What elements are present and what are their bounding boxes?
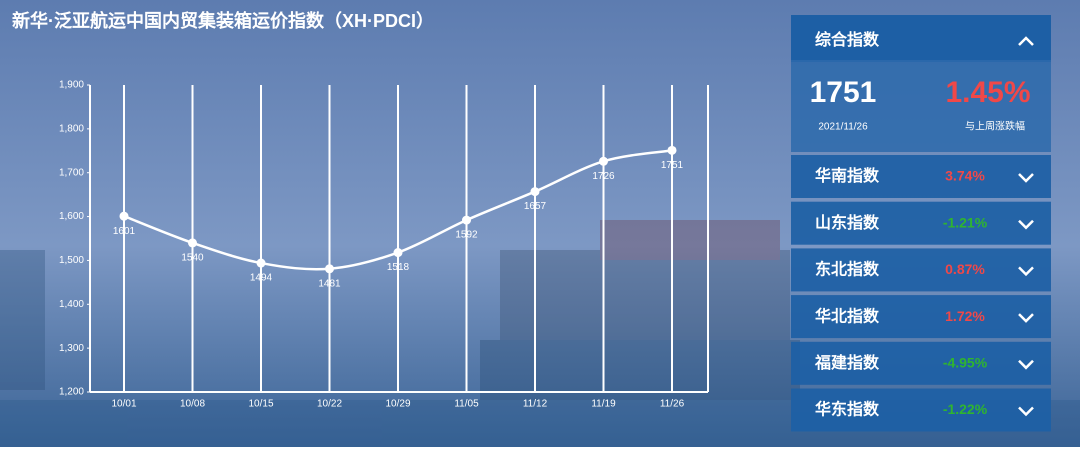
index-row[interactable] <box>791 201 1051 245</box>
index-row[interactable] <box>791 341 1051 385</box>
data-label: 1592 <box>455 230 478 241</box>
expand-icon[interactable] <box>1018 406 1034 417</box>
y-tick-label: 1,800 <box>59 123 84 134</box>
index-name: 福建指数 <box>814 353 880 372</box>
y-tick-label: 1,300 <box>59 343 84 354</box>
index-panel: 综合指数 1751 2021/11/26 1.45% 与上周涨跌幅 <box>791 15 1051 152</box>
main-box <box>791 60 1051 152</box>
expand-icon[interactable] <box>1018 266 1034 277</box>
index-row[interactable] <box>791 155 1051 198</box>
x-tick-label: 11/19 <box>591 399 616 410</box>
main-date: 2021/11/26 <box>818 122 868 133</box>
point <box>599 156 608 166</box>
data-label: 1726 <box>592 171 615 182</box>
data-label: 1518 <box>387 262 410 273</box>
y-tick-label: 1,400 <box>59 299 84 310</box>
expand-icon[interactable] <box>1018 173 1034 183</box>
point <box>393 248 403 258</box>
index-row[interactable] <box>791 388 1051 432</box>
x-tick-label: 11/26 <box>660 399 685 410</box>
index-change: -4.95% <box>943 355 988 371</box>
index-row[interactable] <box>791 295 1051 339</box>
y-tick-label: 1,200 <box>59 387 84 398</box>
main-change-label: 与上周涨跌幅 <box>965 120 1025 133</box>
point <box>462 215 471 225</box>
expand-icon[interactable] <box>1018 359 1034 370</box>
index-name: 山东指数 <box>815 213 880 232</box>
y-tick-label: 1,900 <box>59 80 84 91</box>
x-tick-label: 10/29 <box>385 399 410 410</box>
panel-header: 综合指数 <box>815 30 880 49</box>
x-tick-label: 10/01 <box>111 399 136 410</box>
data-label: 1751 <box>661 160 684 171</box>
x-tick-label: 10/15 <box>248 399 273 410</box>
x-tick-label: 10/22 <box>317 399 342 410</box>
data-label: 1494 <box>250 273 273 284</box>
main-change: 1.45% <box>945 76 1030 109</box>
index-name: 华东指数 <box>815 400 880 419</box>
index-name: 华北指数 <box>815 306 880 325</box>
panel-header-bg[interactable] <box>791 15 1051 62</box>
y-tick-label: 1,500 <box>59 255 84 266</box>
chart-title: 新华·泛亚航运中国内贸集装箱运价指数（XH·PDCI） <box>12 10 434 31</box>
index-row[interactable] <box>791 248 1051 292</box>
point <box>119 211 129 221</box>
point <box>325 264 334 274</box>
data-label: 1601 <box>113 226 136 237</box>
expand-icon[interactable] <box>1018 313 1034 323</box>
expand-icon[interactable] <box>1018 219 1034 230</box>
x-tick-label: 10/08 <box>180 399 205 410</box>
index-name: 华南指数 <box>815 166 880 185</box>
index-change: -1.22% <box>943 401 988 417</box>
collapse-icon[interactable] <box>1018 36 1034 46</box>
data-label: 1481 <box>318 278 341 289</box>
data-label: 1540 <box>181 253 204 264</box>
x-tick-label: 11/05 <box>454 399 479 410</box>
main-value: 1751 <box>810 76 877 109</box>
point <box>667 145 677 155</box>
index-change: 1.72% <box>945 308 985 324</box>
index-change: -1.21% <box>943 214 988 230</box>
x-tick-label: 11/12 <box>523 399 548 410</box>
point <box>188 238 197 248</box>
point <box>256 258 266 268</box>
index-change: 0.87% <box>945 261 985 277</box>
data-label: 1657 <box>524 201 547 212</box>
point <box>530 187 540 197</box>
index-name: 东北指数 <box>815 260 880 279</box>
index-change: 3.74% <box>945 168 985 184</box>
y-tick-label: 1,600 <box>59 211 84 222</box>
y-tick-label: 1,700 <box>59 167 84 178</box>
